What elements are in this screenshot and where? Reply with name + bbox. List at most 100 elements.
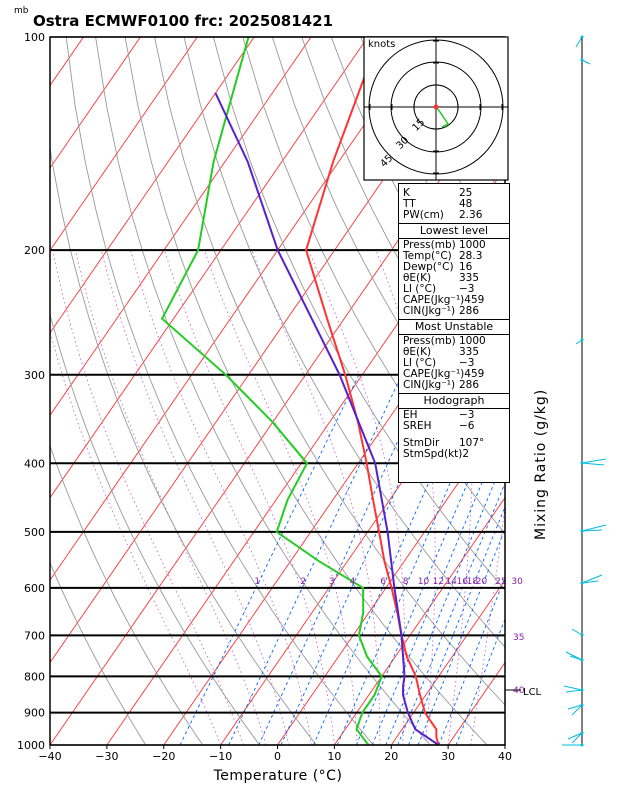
dry-adiabat-line xyxy=(95,37,431,745)
isotherm-line xyxy=(277,414,505,745)
temperature-trace xyxy=(305,37,440,745)
mixing-ratio-line xyxy=(258,374,429,745)
dry-adiabat-line xyxy=(65,37,374,745)
lowest-temp-row: Temp(°C) 28.3 xyxy=(403,250,483,262)
lowest-cape-row: CAPE(Jkg⁻¹) 459 xyxy=(403,294,485,306)
mixing-ratio-line xyxy=(455,617,505,745)
wind-barb-flag xyxy=(567,732,583,740)
lowest-thetae-row: θE(K) 335 xyxy=(403,272,480,284)
moist-adiabat-line xyxy=(74,249,267,745)
mu-cin-row: CIN(Jkg⁻¹) 286 xyxy=(403,379,480,391)
mixing-ratio-line xyxy=(417,527,505,745)
mixing-ratio-label: 20 xyxy=(476,577,488,587)
lowest-press-row: Press(mb) 1000 xyxy=(403,239,486,251)
isotherm-line xyxy=(50,37,255,334)
isotherm-line xyxy=(390,579,505,745)
mixing-ratio-line xyxy=(336,374,498,745)
chart-title: Ostra ECMWF0100 frc: 2025081421 xyxy=(33,12,333,30)
y-tick-label: 800 xyxy=(24,670,45,683)
lcl-label: LCL xyxy=(523,687,542,698)
lowest-cin-row: CIN(Jkg⁻¹) 286 xyxy=(403,305,480,317)
mixing-ratio-line xyxy=(408,505,505,745)
sounding-traces xyxy=(160,37,440,745)
dry-adiabat-line xyxy=(50,561,147,745)
dry-adiabat-line xyxy=(154,37,505,706)
wind-barb-flag xyxy=(581,574,603,584)
mu-li-row: LI (°C) −3 xyxy=(403,357,475,369)
y-tick-label: 400 xyxy=(24,457,45,470)
mixing-ratio-label: 14 xyxy=(445,577,457,587)
mixing-ratio-label: 10 xyxy=(418,577,430,587)
eh-row: EH −3 xyxy=(403,409,475,421)
lowest-dewp-row: Dewp(°C) 16 xyxy=(403,261,473,273)
isotherm-line xyxy=(50,37,198,252)
wind-barb-flag xyxy=(571,732,583,744)
wind-barb-node xyxy=(580,461,584,465)
y-tick-label: 100 xyxy=(24,31,45,44)
mixing-ratio-line xyxy=(397,482,505,745)
hodograph-section-header: Hodograph xyxy=(399,393,509,409)
dewpoint-trace xyxy=(160,37,383,745)
dry-adiabat-line xyxy=(50,444,204,745)
mu-cape-row: CAPE(Jkg⁻¹) 459 xyxy=(403,368,485,380)
wind-barb-node xyxy=(580,703,584,707)
wind-barb-flag xyxy=(581,529,603,532)
wind-barb-flag xyxy=(571,704,583,716)
wind-barb-node xyxy=(580,338,584,342)
mixing-ratio-line xyxy=(179,374,360,745)
hodograph-unit-label: knots xyxy=(368,39,395,50)
y-tick-label: 200 xyxy=(24,244,45,257)
dry-adiabat-line xyxy=(50,312,261,745)
wind-barb-node xyxy=(580,688,584,692)
mixing-ratio-line xyxy=(385,455,505,745)
wind-barb-node xyxy=(580,35,584,39)
theta-label: 35 xyxy=(513,633,524,643)
most-unstable-header: Most Unstable xyxy=(399,319,509,335)
wind-barb-flag xyxy=(581,462,605,466)
dry-adiabat-line xyxy=(50,144,318,745)
wind-barb-flag xyxy=(569,655,583,661)
wind-barb-flag xyxy=(565,689,583,693)
wind-barb-flag xyxy=(581,524,607,532)
isotherm-line xyxy=(50,37,141,169)
wind-barb-flag xyxy=(581,580,599,584)
moist-adiabat-line xyxy=(50,329,222,745)
mixing-ratio-label: 12 xyxy=(433,577,444,587)
mixing-ratio-label: 8 xyxy=(403,577,409,587)
x-tick-label: 20 xyxy=(384,750,398,763)
dry-adiabat-line xyxy=(183,37,505,648)
isotherm-line xyxy=(334,496,505,745)
lowest-level-header: Lowest level xyxy=(399,223,509,239)
mixing-ratio-line xyxy=(371,426,505,745)
lowest-li-row: LI (°C) −3 xyxy=(403,283,475,295)
mixing-ratio-label: 4 xyxy=(350,577,356,587)
index-row-k: K 25 xyxy=(403,187,473,199)
mixing-ratio-label: 25 xyxy=(495,577,506,587)
wind-barb-node xyxy=(580,743,584,747)
mixing-ratio-line xyxy=(355,393,505,745)
mixing-ratio-label: 3 xyxy=(329,577,335,587)
index-row-pw: PW(cm) 2.36 xyxy=(403,209,483,221)
mu-press-row: Press(mb) 1000 xyxy=(403,335,486,347)
y-tick-label: 300 xyxy=(24,369,45,382)
x-axis-title: Temperature (°C) xyxy=(213,768,343,784)
mixing-ratio-label: 16 xyxy=(457,577,469,587)
mixing-ratio-label: 18 xyxy=(467,577,479,587)
y-tick-label: 700 xyxy=(24,629,45,642)
isotherm-line xyxy=(106,167,505,745)
hodograph-trace xyxy=(435,106,450,128)
y-tick-label: 1000 xyxy=(17,739,45,752)
storm-speed-row: StmSpd(kt) 2 xyxy=(403,448,470,460)
wind-barb-node xyxy=(580,58,584,62)
parcel-trace xyxy=(214,92,440,745)
dry-adiabat-line xyxy=(212,37,505,591)
mixing-ratio-label: 1 xyxy=(254,577,260,587)
wind-barb-node xyxy=(580,658,584,662)
wind-barb-flag xyxy=(563,685,583,691)
x-tick-label: 30 xyxy=(441,750,455,763)
wind-barb-node xyxy=(580,529,584,533)
dry-adiabat-line xyxy=(124,37,488,745)
